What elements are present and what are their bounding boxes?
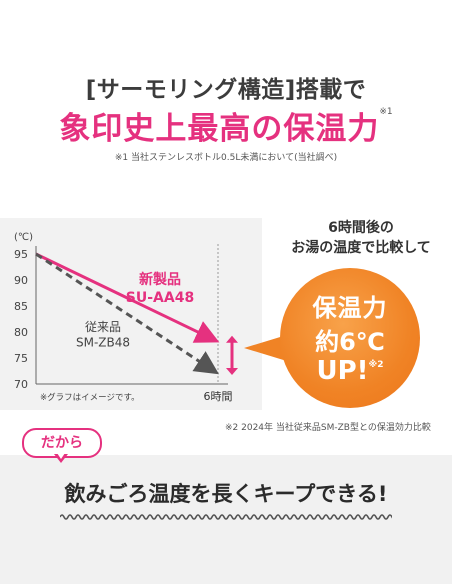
footnote-2: ※2 2024年 当社従来品SM-ZB型との保温効力比較: [225, 423, 431, 433]
double-arrow-head-down: [226, 368, 238, 375]
series-line-previous-model: [35, 252, 220, 375]
y-tick-label: 90: [14, 274, 28, 287]
series-line-new-model: [35, 252, 220, 343]
footnote-1: ※1 当社ステンレスボトル0.5L未満において(当社調べ): [114, 153, 338, 163]
compare-note: 6時間後の お湯の温度で比較して: [270, 218, 452, 258]
y-tick-label: 95: [14, 248, 28, 261]
chart-note: ※グラフはイメージです。: [40, 392, 140, 403]
series-name-previous: 従来品: [85, 320, 121, 334]
headline-line1: [サーモリング構造]搭載で: [85, 77, 367, 103]
series-model-previous: SM-ZB48: [76, 335, 130, 349]
y-axis-unit-label: (℃): [14, 232, 33, 243]
y-tick-label: 75: [14, 352, 28, 365]
headline-footnote-mark: ※1: [379, 107, 393, 117]
compare-note-line2: お湯の温度で比較して: [291, 240, 431, 256]
y-tick-label: 85: [14, 300, 28, 313]
y-tick-label: 80: [14, 326, 28, 339]
badge-line3: UP!※2: [280, 356, 420, 386]
temperature-line-chart: (℃) 95 90 85 80 75 70 6時間 ※グラフはイメージです。 新製品 SU-AA48…: [14, 232, 238, 403]
series-model-new: SU-AA48: [126, 290, 194, 306]
heat-retention-badge: [280, 268, 420, 408]
speech-bubble-tail-inner: [57, 453, 65, 459]
badge-line2: 約6℃: [315, 328, 385, 356]
series-name-new: 新製品: [139, 271, 181, 288]
wavy-underline: [60, 514, 392, 520]
headline-line2: 象印史上最高の保温力※1: [0, 103, 452, 148]
headline-line2-text: 象印史上最高の保温力: [59, 111, 380, 147]
compare-note-line1: 6時間後の: [328, 220, 394, 236]
badge-footnote-mark: ※2: [368, 360, 384, 370]
badge-up-text: UP!: [316, 356, 369, 386]
tagline: 飲みごろ温度を長くキープできる!: [64, 482, 388, 506]
double-arrow-head-up: [226, 335, 238, 343]
x-tick-label: 6時間: [204, 390, 233, 403]
badge-line1: 保温力: [312, 294, 388, 322]
y-tick-label: 70: [14, 378, 28, 391]
